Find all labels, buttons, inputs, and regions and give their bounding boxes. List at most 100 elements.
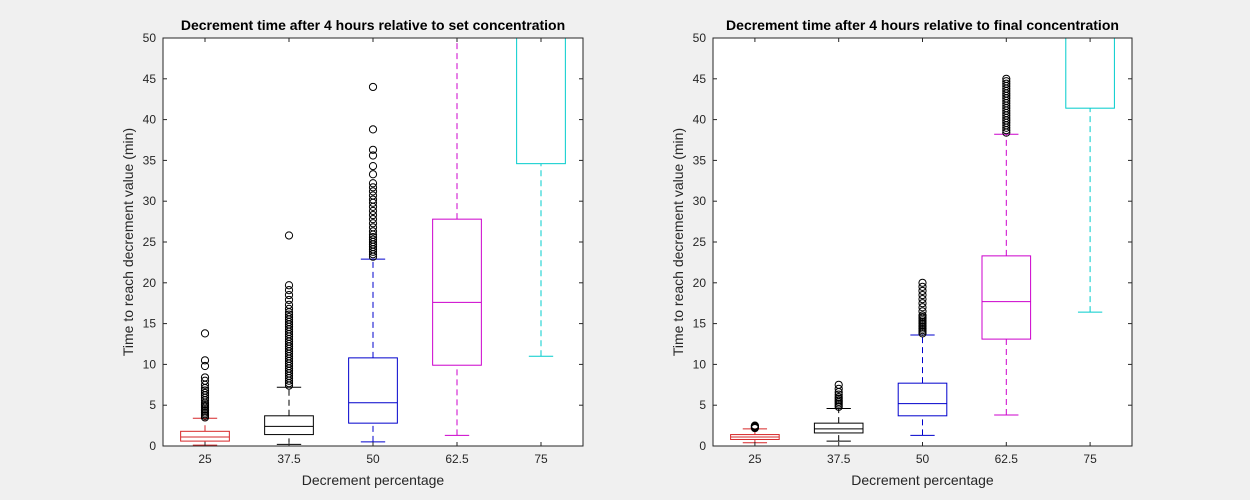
outlier-point <box>284 231 294 240</box>
x-axis-label: Decrement percentage <box>302 472 445 488</box>
outlier-point <box>284 281 294 290</box>
chart-title: Decrement time after 4 hours relative to… <box>181 17 565 33</box>
outlier-point <box>750 421 760 430</box>
y-tick-label: 50 <box>693 31 707 45</box>
outlier-point <box>834 392 843 402</box>
outlier-point <box>200 356 210 365</box>
box-25 <box>180 329 230 446</box>
outlier-point <box>200 386 210 395</box>
x-tick-label: 25 <box>748 452 762 466</box>
plot-area <box>713 38 1132 446</box>
outlier-point <box>284 310 294 319</box>
outlier-point <box>918 311 927 320</box>
outlier-point <box>368 125 378 134</box>
outlier-point <box>284 290 294 300</box>
outlier-point <box>368 215 378 224</box>
outlier-point <box>368 227 378 236</box>
outlier-point <box>1002 79 1011 88</box>
y-tick-label: 40 <box>693 113 707 127</box>
x-tick-label: 75 <box>534 452 548 466</box>
y-tick-label: 50 <box>143 31 157 45</box>
plot-area <box>163 38 583 446</box>
outlier-point <box>918 290 927 300</box>
y-tick-label: 15 <box>143 317 157 331</box>
right-boxplot-panel: 0 5 10 15 20 25 30 35 40 45 50 25 37.5 50 62.5 75 Decrem… <box>670 17 1133 488</box>
box-50 <box>897 278 948 436</box>
outlier-point <box>284 312 294 322</box>
outlier-point <box>368 151 378 160</box>
y-tick-label: 40 <box>143 113 157 127</box>
outlier-point <box>834 390 843 399</box>
y-tick-label: 10 <box>143 357 157 371</box>
x-tick-label: 62.5 <box>445 452 469 466</box>
outlier-point <box>200 361 210 371</box>
outlier-point <box>368 187 378 196</box>
outlier-point <box>368 191 378 200</box>
box-50 <box>348 82 398 443</box>
outlier-point <box>368 219 378 228</box>
outlier-point <box>834 380 843 389</box>
y-axis-label: Time to reach decrement value (min) <box>120 128 136 356</box>
y-tick-label: 0 <box>149 439 156 453</box>
outlier-point <box>918 303 927 312</box>
y-tick-label: 35 <box>143 153 157 167</box>
y-tick-label: 0 <box>699 439 706 453</box>
box-iqr <box>897 382 948 417</box>
y-tick-label: 15 <box>693 317 707 331</box>
y-axis-label: Time to reach decrement value (min) <box>670 128 686 356</box>
outlier-point <box>368 170 378 179</box>
box-62-5 <box>981 74 1032 416</box>
outlier-point <box>1002 74 1011 83</box>
outlier-point <box>284 300 294 309</box>
outlier-point <box>368 235 378 244</box>
y-tick-label: 20 <box>693 276 707 290</box>
outlier-point <box>918 299 927 308</box>
chart-title: Decrement time after 4 hours relative to… <box>726 17 1119 33</box>
x-tick-label: 50 <box>916 452 930 466</box>
box-iqr <box>432 218 482 366</box>
y-tick-label: 20 <box>143 276 157 290</box>
box-iqr <box>264 415 314 436</box>
y-tick-label: 5 <box>149 398 156 412</box>
x-tick-label: 62.5 <box>995 452 1019 466</box>
outlier-point <box>918 286 927 296</box>
x-tick-label: 37.5 <box>827 452 851 466</box>
outlier-point <box>368 82 378 92</box>
box-iqr <box>180 430 230 442</box>
outlier-point <box>368 183 378 192</box>
outlier-point <box>368 210 378 220</box>
outlier-point <box>368 233 378 242</box>
y-tick-label: 5 <box>699 398 706 412</box>
x-tick-label: 75 <box>1083 452 1097 466</box>
outlier-point <box>368 195 378 204</box>
box-iqr <box>348 357 398 424</box>
box-iqr <box>981 255 1032 340</box>
box-iqr <box>813 422 864 434</box>
outlier-point <box>1002 77 1011 86</box>
y-tick-label: 10 <box>693 357 707 371</box>
outlier-point <box>918 307 927 316</box>
outlier-point <box>368 145 378 154</box>
box-37-5 <box>813 380 864 442</box>
left-boxplot-panel: 0 5 10 15 20 25 30 35 40 45 50 25 37.5 50 62.5 75 Decrem… <box>120 17 584 488</box>
outlier-point <box>834 384 843 393</box>
outlier-point <box>284 286 294 295</box>
outlier-point <box>918 278 927 287</box>
x-tick-label: 37.5 <box>277 452 301 466</box>
y-tick-label: 30 <box>693 194 707 208</box>
outlier-point <box>200 388 210 398</box>
y-tick-label: 45 <box>693 72 707 86</box>
outlier-point <box>368 162 378 171</box>
outlier-point <box>200 373 210 382</box>
outlier-point <box>284 304 294 314</box>
outlier-point <box>918 282 927 291</box>
outlier-point <box>368 206 378 216</box>
box-25 <box>730 421 780 444</box>
outlier-point <box>368 179 378 188</box>
outlier-point <box>368 223 378 232</box>
y-tick-label: 25 <box>143 235 157 249</box>
outlier-point <box>284 295 294 305</box>
x-tick-label: 25 <box>198 452 212 466</box>
y-tick-label: 35 <box>693 153 707 167</box>
